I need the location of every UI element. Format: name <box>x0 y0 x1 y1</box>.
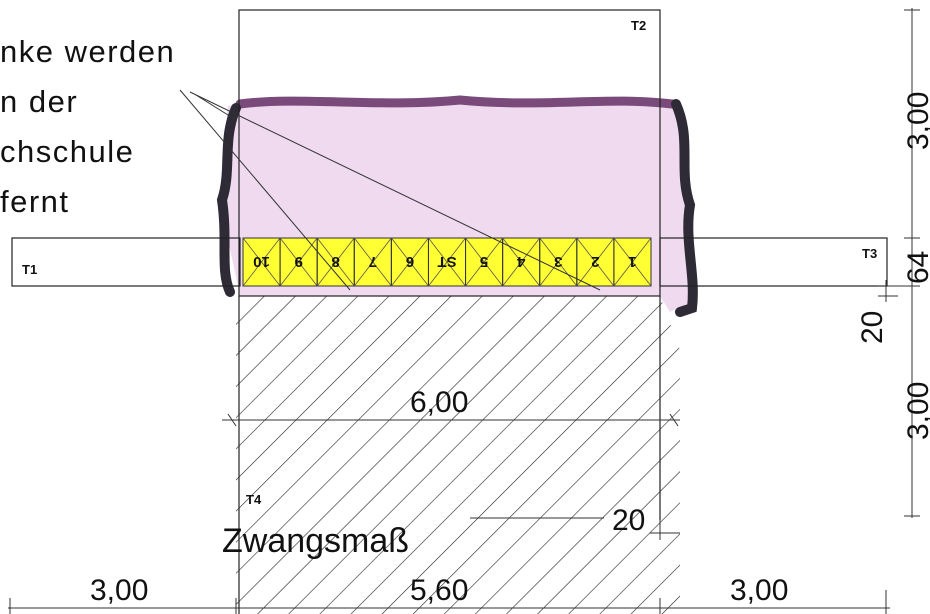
locker-cell-cross <box>242 237 281 287</box>
room-t3 <box>659 237 888 287</box>
locker-cell-label: 6 <box>406 253 414 270</box>
locker-cell-label: 7 <box>369 253 377 270</box>
note-line-1: nke werden <box>0 34 175 69</box>
leader-line-2 <box>189 91 601 291</box>
locker-cell-cross <box>465 237 503 287</box>
dim-right-strip: 64 <box>902 251 930 284</box>
locker-cell <box>613 237 652 287</box>
locker-cell-cross <box>613 237 652 287</box>
locker-cell-label: ST <box>437 253 456 270</box>
dim-bottom-right: 3,00 <box>730 574 788 607</box>
marked-outline-right <box>671 99 698 317</box>
tag-t3: T3 <box>862 246 877 261</box>
locker-cell-label: 2 <box>591 253 599 270</box>
dim-bottom-mid: 5,60 <box>410 574 468 607</box>
locker-cell-label: 1 <box>628 253 636 270</box>
hatched-area <box>236 296 680 614</box>
dim-right-top: 3,00 <box>902 92 930 150</box>
locker-cell-cross <box>353 237 392 287</box>
leader-line-1 <box>179 89 351 291</box>
locker-cell-cross <box>279 237 318 287</box>
locker-cell-cross <box>428 237 466 287</box>
locker-cell-cross <box>391 237 429 287</box>
locker-cell-label: 9 <box>294 253 302 270</box>
marked-outline <box>235 95 677 109</box>
locker-cell-label: 5 <box>480 253 488 270</box>
dim-tick-iw1 <box>227 413 237 427</box>
dim-bottom-left: 3,00 <box>90 574 148 607</box>
locker-cell-cross <box>576 237 615 287</box>
locker-cell-label: 10 <box>253 253 270 270</box>
note-line-4: fernt <box>0 184 70 219</box>
locker-cell-cross <box>502 237 541 287</box>
room-t1 <box>11 237 241 287</box>
dim-tick-iw2 <box>669 413 679 427</box>
room-t2 <box>238 9 661 297</box>
tag-t4: T4 <box>246 492 262 507</box>
dim-inner-width: 6,00 <box>410 386 468 419</box>
locker-cell-label: 3 <box>554 253 562 270</box>
locker-row: 10 9 8 7 6 ST 5 4 3 2 1 <box>242 237 652 287</box>
tag-t1: T1 <box>22 262 37 277</box>
dim-forced-gap: 20 <box>612 504 645 537</box>
leader-line-3 <box>195 94 237 121</box>
locker-cell-cross <box>316 237 355 287</box>
locker-cell-cross <box>539 237 578 287</box>
locker-cell-label: 8 <box>332 253 340 270</box>
dim-right-gap: 20 <box>856 311 889 344</box>
forced-label: Zwangsmaß <box>222 522 409 560</box>
note-line-2: n der <box>0 84 78 119</box>
marked-outline-left <box>216 103 241 297</box>
locker-cell-label: 4 <box>516 253 525 270</box>
dim-right-bottom: 3,00 <box>902 382 930 440</box>
tag-t2: T2 <box>631 18 646 33</box>
note-line-3: chschule <box>0 134 134 169</box>
